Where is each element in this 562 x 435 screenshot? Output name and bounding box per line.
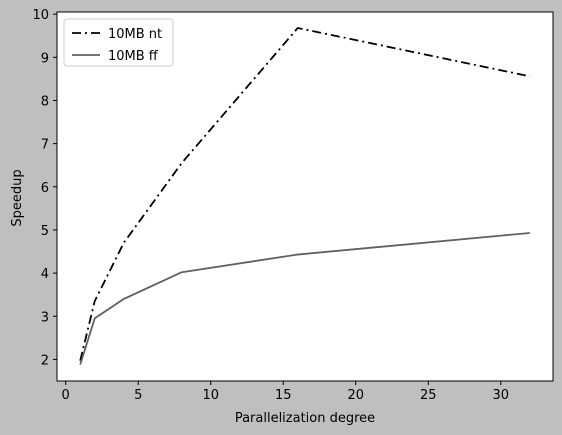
y-tick-label: 7 xyxy=(41,138,49,153)
plot-area xyxy=(57,12,553,381)
x-axis-label: Parallelization degree xyxy=(235,411,375,426)
x-tick-label: 10 xyxy=(202,388,219,403)
x-tick-label: 30 xyxy=(493,388,510,403)
series-line-2 xyxy=(79,232,530,365)
x-tick-label: 25 xyxy=(420,388,437,403)
y-tick-label: 2 xyxy=(41,353,49,368)
y-tick-label: 8 xyxy=(41,94,49,109)
x-tick-label: 0 xyxy=(62,388,70,403)
y-axis-ticks: 2 3 4 5 6 7 8 9 10 xyxy=(32,8,57,368)
y-tick-label: 10 xyxy=(32,8,49,23)
x-axis-ticks: 0 5 10 15 20 25 30 xyxy=(62,381,510,403)
legend-label-1: 10MB nt xyxy=(108,27,162,42)
series-line-1 xyxy=(79,27,530,361)
legend-label-2: 10MB ff xyxy=(108,49,159,64)
y-axis-label: Speedup xyxy=(10,169,25,226)
y-tick-label: 5 xyxy=(41,224,49,239)
x-tick-label: 20 xyxy=(347,388,364,403)
legend: 10MB nt 10MB ff xyxy=(63,18,174,67)
series-layer xyxy=(79,27,530,365)
x-tick-label: 5 xyxy=(134,388,142,403)
x-tick-label: 15 xyxy=(275,388,292,403)
y-tick-label: 6 xyxy=(41,181,49,196)
y-tick-label: 3 xyxy=(41,310,49,325)
y-tick-label: 4 xyxy=(41,267,49,282)
plot-frame xyxy=(56,11,554,382)
y-tick-label: 9 xyxy=(41,51,49,66)
